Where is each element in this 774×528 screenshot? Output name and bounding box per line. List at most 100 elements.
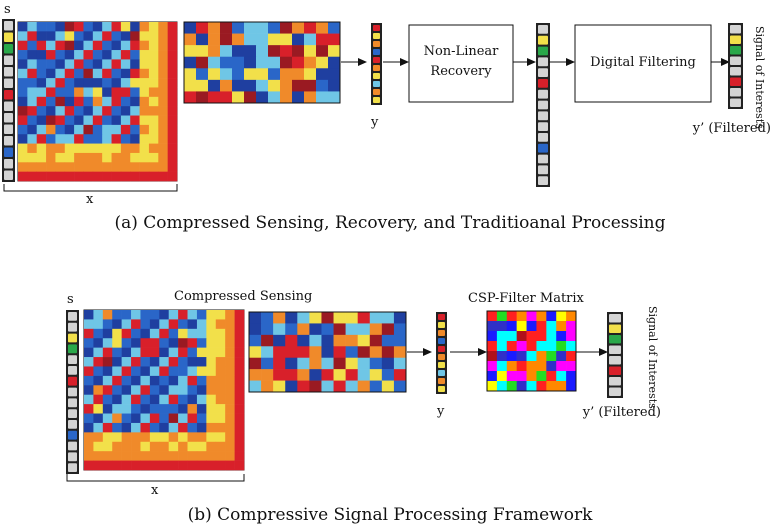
matrix-cell — [92, 31, 103, 42]
matrix-cell — [506, 321, 517, 332]
vector-cell — [538, 100, 548, 110]
matrix-cell — [83, 124, 94, 135]
matrix-cell — [139, 143, 150, 154]
matrix-cell — [546, 341, 557, 352]
matrix-cell — [167, 22, 178, 32]
matrix-cell — [64, 143, 75, 154]
matrix-cell — [84, 404, 94, 414]
matrix-cell — [158, 152, 168, 163]
vector-cell — [373, 57, 380, 63]
matrix-cell — [84, 375, 94, 386]
matrix-cell — [74, 68, 84, 79]
matrix-cell — [159, 422, 170, 433]
matrix-cell — [234, 422, 245, 433]
matrix-cell — [149, 441, 160, 452]
matrix-cell — [256, 68, 269, 81]
matrix-cell — [206, 432, 217, 443]
matrix-cell — [130, 96, 140, 107]
matrix-cell — [130, 68, 140, 79]
matrix-cell — [74, 59, 84, 70]
matrix-cell — [516, 311, 527, 322]
vector-cell — [730, 77, 741, 86]
vector-cell — [609, 345, 621, 354]
matrix-cell — [27, 68, 38, 79]
matrix-cell — [18, 96, 28, 107]
matrix-cell — [121, 404, 132, 414]
matrix-cell — [139, 22, 150, 32]
matrix-cell — [46, 59, 56, 70]
matrix-cell — [120, 162, 131, 172]
matrix-cell — [234, 441, 245, 452]
matrix-cell — [196, 385, 207, 396]
vector-cell — [538, 154, 548, 164]
matrix-cell — [102, 328, 113, 339]
matrix-cell — [208, 45, 221, 58]
matrix-cell — [111, 59, 122, 70]
matrix-cell — [64, 22, 75, 32]
matrix-cell — [131, 404, 141, 414]
matrix-cell — [93, 375, 104, 386]
matrix-cell — [36, 152, 47, 163]
matrix-cell — [516, 371, 527, 382]
matrix-cell — [220, 68, 233, 81]
matrix-cell — [256, 33, 269, 46]
vector-cell — [538, 79, 548, 88]
matrix-cell — [64, 87, 75, 98]
vector-cell — [68, 355, 77, 364]
matrix-cell — [131, 422, 141, 433]
matrix-cell — [36, 78, 47, 88]
matrix-cell — [120, 87, 131, 98]
matrix-cell — [27, 40, 38, 51]
matrix-cell — [46, 68, 56, 79]
vector-cell — [4, 136, 13, 146]
matrix-cell — [149, 328, 160, 339]
matrix-cell — [357, 312, 371, 324]
matrix-cell — [46, 22, 56, 32]
matrix-cell — [196, 404, 207, 414]
matrix-cell — [83, 68, 94, 79]
matrix-cell — [328, 45, 341, 58]
matrix-cell — [140, 366, 151, 377]
matrix-cell — [140, 413, 151, 424]
matrix-cell — [168, 347, 179, 358]
matrix-cell — [130, 143, 140, 154]
matrix-cell — [268, 91, 281, 104]
matrix-cell — [92, 68, 103, 79]
panel-b-sensing-matrix — [83, 309, 245, 471]
matrix-cell — [316, 33, 329, 46]
vector-cell — [373, 33, 380, 39]
matrix-cell — [120, 96, 131, 107]
panel-a-s-vector — [2, 19, 15, 182]
matrix-cell — [225, 310, 235, 320]
matrix-cell — [111, 152, 122, 163]
matrix-cell — [316, 91, 329, 104]
matrix-cell — [149, 404, 160, 414]
matrix-cell — [159, 394, 170, 405]
matrix-cell — [149, 319, 160, 330]
matrix-cell — [556, 311, 567, 322]
matrix-cell — [206, 413, 217, 424]
matrix-cell — [121, 413, 132, 424]
matrix-cell — [149, 413, 160, 424]
matrix-cell — [220, 79, 233, 92]
vector-frame — [371, 23, 382, 105]
vector-cell — [538, 122, 548, 131]
vector-cell — [68, 420, 77, 429]
vector-cell — [730, 35, 741, 44]
matrix-cell — [546, 381, 557, 392]
vector-cell — [438, 322, 445, 328]
matrix-cell — [102, 460, 113, 471]
matrix-cell — [487, 341, 498, 352]
matrix-cell — [102, 162, 112, 172]
matrix-cell — [93, 385, 104, 396]
matrix-cell — [232, 91, 245, 104]
matrix-cell — [93, 347, 104, 358]
vector-cell — [438, 314, 445, 320]
matrix-cell — [321, 334, 334, 347]
matrix-cell — [64, 68, 75, 79]
matrix-cell — [167, 143, 178, 154]
matrix-cell — [18, 162, 28, 172]
vector-cell — [68, 430, 77, 440]
matrix-cell — [215, 413, 226, 424]
matrix-cell — [381, 346, 395, 359]
